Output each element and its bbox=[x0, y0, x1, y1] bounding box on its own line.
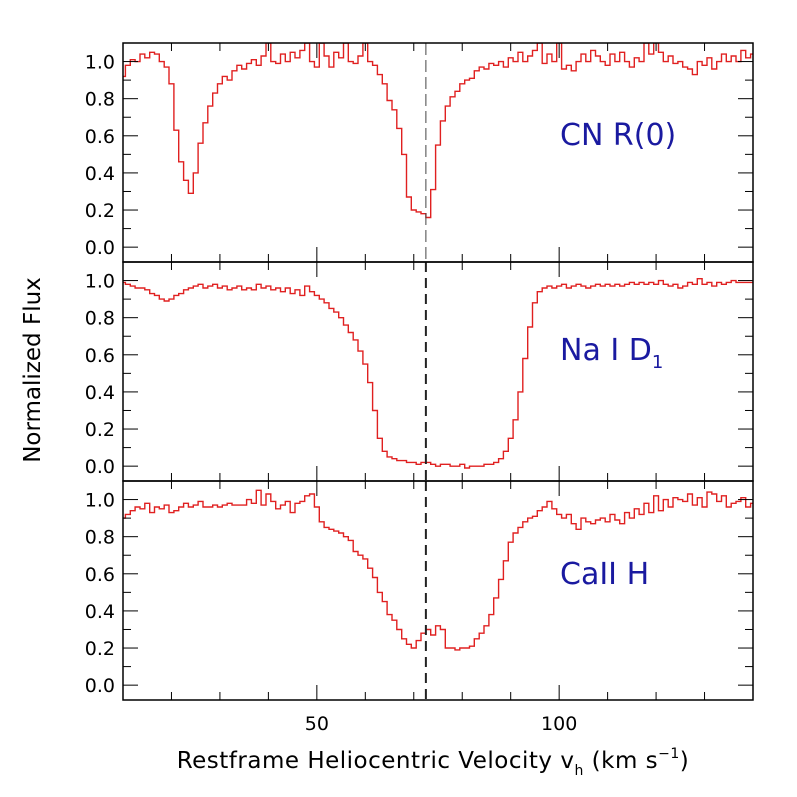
y-tick-label-cn-5: 1.0 bbox=[85, 52, 115, 74]
panel-label-text-na: Na I D bbox=[560, 333, 652, 368]
y-tick-label-cn-4: 0.8 bbox=[85, 89, 115, 111]
panel-na: 0.0 0.2 0.4 0.6 0.8 1.0 Na I D1 bbox=[85, 261, 754, 482]
panel-label-cn: CN R(0) bbox=[560, 118, 676, 153]
x-axis-label-main: Restframe Heliocentric Velocity v bbox=[177, 748, 575, 774]
panels-layer: 0.0 0.2 0.4 0.6 0.8 1.0 CN R(0) 0.0 0.2 0.4 0.6 0.8… bbox=[85, 42, 754, 735]
y-tick-label-cn-0: 0.0 bbox=[85, 237, 115, 259]
y-tick-label-cn-1: 0.2 bbox=[85, 200, 115, 222]
spectrum-line-cn bbox=[123, 43, 753, 219]
y-tick-label-na-4: 0.8 bbox=[85, 308, 115, 330]
x-tick-label-100: 100 bbox=[541, 713, 577, 735]
x-axis-label-units: (km s bbox=[592, 748, 659, 774]
panel-ca: 0.0 0.2 0.4 0.6 0.8 1.0 CaII H bbox=[85, 480, 754, 701]
y-tick-label-na-1: 0.2 bbox=[85, 419, 115, 441]
x-axis-label: Restframe Heliocentric Velocity vh (km s… bbox=[177, 746, 690, 779]
panel-label-ca: CaII H bbox=[560, 557, 649, 592]
y-tick-label-na-0: 0.0 bbox=[85, 456, 115, 478]
x-tick-label-50: 50 bbox=[305, 713, 329, 735]
x-axis-label-space bbox=[584, 748, 592, 774]
panel-label-text-cn: CN R(0) bbox=[560, 118, 676, 153]
y-tick-label-cn-3: 0.6 bbox=[85, 126, 115, 148]
y-tick-label-cn-2: 0.4 bbox=[85, 163, 115, 185]
panel-label-na: Na I D1 bbox=[560, 333, 663, 373]
x-axis-label-units-close: ) bbox=[680, 748, 689, 774]
y-tick-label-na-5: 1.0 bbox=[85, 271, 115, 293]
y-tick-label-ca-1: 0.2 bbox=[85, 638, 115, 660]
spectrum-line-ca bbox=[123, 489, 753, 651]
panel-frame-ca bbox=[122, 480, 754, 701]
y-tick-label-ca-3: 0.6 bbox=[85, 564, 115, 586]
y-tick-label-ca-2: 0.4 bbox=[85, 601, 115, 623]
y-tick-label-na-2: 0.4 bbox=[85, 382, 115, 404]
panel-cn: 0.0 0.2 0.4 0.6 0.8 1.0 CN R(0) bbox=[85, 42, 754, 263]
spectrum-line-na bbox=[123, 278, 753, 469]
panel-label-subscript-na: 1 bbox=[652, 352, 663, 373]
panel-label-text-ca: CaII H bbox=[560, 557, 649, 592]
y-tick-label-ca-0: 0.0 bbox=[85, 675, 115, 697]
y-axis-label: Normalized Flux bbox=[20, 277, 46, 463]
x-axis-label-subscript: h bbox=[574, 763, 583, 779]
y-tick-label-ca-4: 0.8 bbox=[85, 527, 115, 549]
y-tick-label-ca-5: 1.0 bbox=[85, 490, 115, 512]
y-tick-label-na-3: 0.6 bbox=[85, 345, 115, 367]
x-axis-label-units-superscript: −1 bbox=[658, 746, 680, 762]
